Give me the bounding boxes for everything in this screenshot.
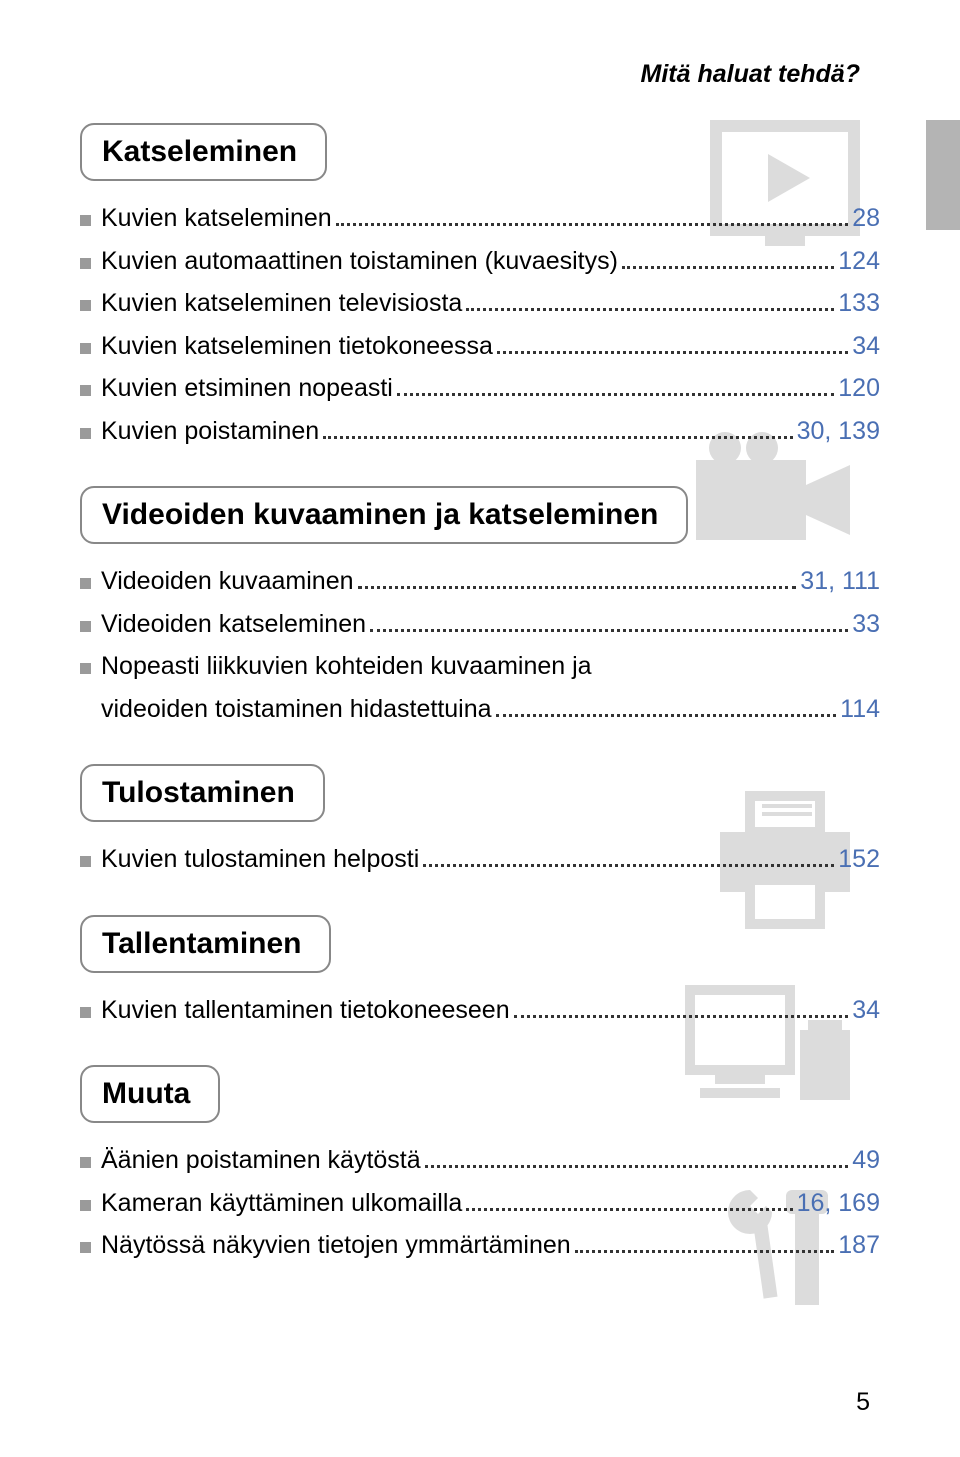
content-sections: KatseleminenKuvien katseleminen28Kuvien …	[80, 89, 880, 1267]
bullet-icon	[80, 1242, 91, 1253]
bullet-icon	[80, 385, 91, 396]
dot-leader	[466, 1208, 792, 1211]
page-ref: 30, 139	[797, 410, 880, 453]
toc-list: Kuvien katseleminen 28 Kuvien automaattine…	[80, 197, 880, 452]
toc-label: Kuvien tulostaminen helposti	[101, 838, 419, 881]
dot-leader	[514, 1015, 849, 1018]
toc-row[interactable]: Äänien poistaminen käytöstä 49	[80, 1139, 880, 1182]
toc-list: Kuvien tulostaminen helposti 152	[80, 838, 880, 881]
toc-list: Kuvien tallentaminen tietokoneeseen 34	[80, 989, 880, 1032]
section-heading: Katseleminen	[80, 123, 327, 181]
page-ref: 152	[838, 838, 880, 881]
toc-label: Kuvien poistaminen	[101, 410, 319, 453]
toc-row[interactable]: Videoiden katseleminen 33	[80, 603, 880, 646]
toc-label: Näytössä näkyvien tietojen ymmärtäminen	[101, 1224, 571, 1267]
toc-label: Kuvien katseleminen tietokoneessa	[101, 325, 493, 368]
toc-label: Kuvien etsiminen nopeasti	[101, 367, 393, 410]
toc-row[interactable]: Nopeasti liikkuvien kohteiden kuvaaminen…	[80, 645, 880, 730]
page-number: 5	[856, 1388, 870, 1417]
section-heading: Videoiden kuvaaminen ja katseleminen	[80, 486, 688, 544]
dot-leader	[323, 436, 792, 439]
toc-row[interactable]: Kuvien tulostaminen helposti 152	[80, 838, 880, 881]
section-heading: Tallentaminen	[80, 915, 331, 973]
page-ref: 31, 111	[800, 560, 880, 603]
bullet-icon	[80, 856, 91, 867]
toc-label: Nopeasti liikkuvien kohteiden kuvaaminen…	[101, 645, 880, 688]
toc-list: Äänien poistaminen käytöstä49Kameran käy…	[80, 1139, 880, 1267]
dot-leader	[497, 351, 848, 354]
toc-label: Kuvien katseleminen	[101, 197, 332, 240]
bullet-icon	[80, 1200, 91, 1211]
page-tab	[926, 120, 960, 230]
page-ref: 34	[852, 325, 880, 368]
toc-label: Kuvien katseleminen televisiosta	[101, 282, 462, 325]
dot-leader	[466, 308, 834, 311]
section-heading: Muuta	[80, 1065, 220, 1123]
toc-row[interactable]: Videoiden kuvaaminen 31, 111	[80, 560, 880, 603]
dot-leader	[336, 223, 848, 226]
bullet-icon	[80, 343, 91, 354]
toc-label: Äänien poistaminen käytöstä	[101, 1139, 421, 1182]
toc-row[interactable]: Kuvien automaattinen toistaminen (kuvaes…	[80, 240, 880, 283]
toc-list: Videoiden kuvaaminen31, 111Videoiden kat…	[80, 560, 880, 730]
toc-label: Kuvien tallentaminen tietokoneeseen	[101, 989, 510, 1032]
toc-label: Kameran käyttäminen ulkomailla	[101, 1182, 462, 1225]
bullet-icon	[80, 663, 91, 674]
page-ref: 120	[838, 367, 880, 410]
page-ref: 16, 169	[797, 1182, 880, 1225]
bullet-icon	[80, 428, 91, 439]
toc-row[interactable]: Kuvien tallentaminen tietokoneeseen 34	[80, 989, 880, 1032]
page-title: Mitä haluat tehdä?	[641, 60, 860, 88]
toc-label: Videoiden kuvaaminen	[101, 560, 354, 603]
bullet-icon	[80, 1007, 91, 1018]
toc-row[interactable]: Kuvien katseleminen tietokoneessa 34	[80, 325, 880, 368]
dot-leader	[370, 629, 848, 632]
bullet-icon	[80, 215, 91, 226]
toc-row[interactable]: Kameran käyttäminen ulkomailla 16, 169	[80, 1182, 880, 1225]
dot-leader	[425, 1165, 849, 1168]
bullet-icon	[80, 300, 91, 311]
page-ref: 34	[852, 989, 880, 1032]
bullet-icon	[80, 1157, 91, 1168]
section-heading: Tulostaminen	[80, 764, 325, 822]
dot-leader	[358, 586, 797, 589]
toc-label: Videoiden katseleminen	[101, 603, 366, 646]
bullet-icon	[80, 621, 91, 632]
toc-row[interactable]: Kuvien poistaminen 30, 139	[80, 410, 880, 453]
toc-row[interactable]: Kuvien etsiminen nopeasti 120	[80, 367, 880, 410]
dot-leader	[496, 714, 837, 717]
bullet-icon	[80, 258, 91, 269]
toc-row[interactable]: Kuvien katseleminen 28	[80, 197, 880, 240]
toc-row[interactable]: Näytössä näkyvien tietojen ymmärtäminen 1…	[80, 1224, 880, 1267]
dot-leader	[423, 864, 834, 867]
toc-label: Kuvien automaattinen toistaminen (kuvaes…	[101, 240, 618, 283]
page-ref: 33	[852, 603, 880, 646]
page-ref: 28	[852, 197, 880, 240]
page-ref: 124	[838, 240, 880, 283]
dot-leader	[397, 393, 834, 396]
toc-row[interactable]: Kuvien katseleminen televisiosta 133	[80, 282, 880, 325]
page-ref: 114	[840, 688, 880, 731]
page-header: Mitä haluat tehdä?	[80, 60, 880, 89]
toc-label: videoiden toistaminen hidastettuina	[101, 688, 492, 731]
page-ref: 49	[852, 1139, 880, 1182]
page-ref: 133	[838, 282, 880, 325]
dot-leader	[575, 1250, 835, 1253]
bullet-icon	[80, 578, 91, 589]
dot-leader	[622, 266, 834, 269]
page-ref: 187	[838, 1224, 880, 1267]
